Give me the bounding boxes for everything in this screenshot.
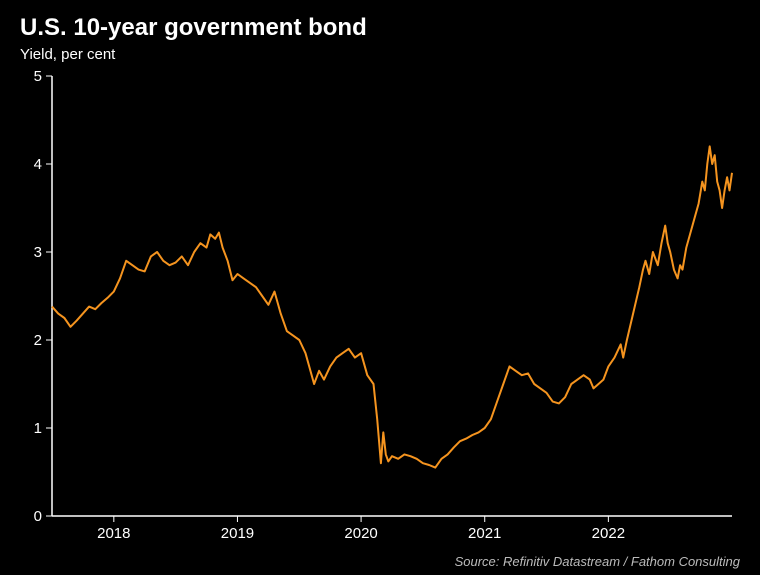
y-tick-label: 4 bbox=[34, 156, 42, 173]
chart-source: Source: Refinitiv Datastream / Fathom Co… bbox=[455, 554, 740, 569]
chart-title: U.S. 10-year government bond bbox=[0, 0, 760, 42]
chart-subtitle: Yield, per cent bbox=[0, 42, 760, 63]
x-tick-label: 2022 bbox=[592, 525, 625, 538]
y-tick-label: 2 bbox=[34, 332, 42, 349]
yield-series-line bbox=[52, 146, 732, 467]
x-tick-label: 2021 bbox=[468, 525, 501, 538]
x-tick-label: 2018 bbox=[97, 525, 130, 538]
chart-area: 0 1 2 3 4 5 2018 2019 2020 2021 2022 bbox=[20, 68, 740, 538]
chart-svg: 0 1 2 3 4 5 2018 2019 2020 2021 2022 bbox=[20, 68, 740, 538]
y-tick-label: 1 bbox=[34, 420, 42, 437]
x-tick-label: 2019 bbox=[221, 525, 254, 538]
y-tick-label: 3 bbox=[34, 244, 42, 261]
x-tick-label: 2020 bbox=[344, 525, 377, 538]
y-tick-label: 5 bbox=[34, 68, 42, 85]
y-tick-label: 0 bbox=[34, 508, 42, 525]
